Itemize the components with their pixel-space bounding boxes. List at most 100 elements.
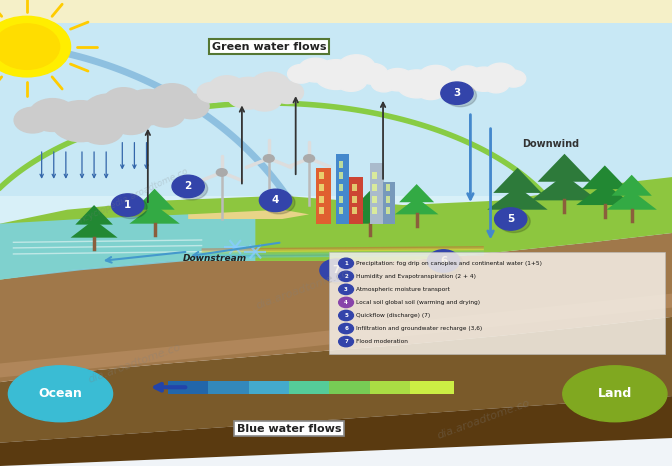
Polygon shape — [0, 214, 255, 280]
Bar — [339, 172, 343, 179]
Text: Ocean: Ocean — [38, 387, 83, 400]
Polygon shape — [202, 249, 484, 253]
Text: 6: 6 — [440, 256, 447, 266]
Bar — [0, 350, 672, 466]
Circle shape — [83, 94, 134, 130]
Circle shape — [251, 72, 290, 100]
Circle shape — [115, 196, 147, 219]
Bar — [168, 381, 212, 394]
Bar — [372, 184, 378, 191]
Circle shape — [172, 175, 204, 198]
Circle shape — [339, 336, 353, 347]
Polygon shape — [351, 191, 388, 211]
Bar — [372, 172, 378, 179]
Circle shape — [441, 82, 473, 104]
Circle shape — [323, 261, 355, 284]
Text: Flood moderation: Flood moderation — [356, 339, 408, 344]
Bar — [383, 182, 395, 224]
Polygon shape — [399, 184, 434, 202]
Text: 5: 5 — [507, 214, 514, 224]
Polygon shape — [71, 220, 118, 238]
Text: 6: 6 — [344, 326, 348, 331]
Polygon shape — [346, 206, 393, 224]
Circle shape — [175, 178, 208, 200]
Circle shape — [466, 67, 501, 91]
Text: 5: 5 — [344, 313, 348, 318]
Text: 3: 3 — [344, 287, 348, 292]
Bar — [339, 196, 343, 203]
Circle shape — [79, 114, 124, 144]
Text: dia.aroadtome.co: dia.aroadtome.co — [87, 342, 182, 385]
Circle shape — [146, 101, 185, 127]
Text: 2: 2 — [344, 274, 348, 279]
Circle shape — [263, 155, 274, 162]
Bar — [339, 184, 343, 191]
Text: 4: 4 — [272, 195, 279, 206]
Bar — [370, 381, 413, 394]
Circle shape — [339, 297, 353, 308]
Circle shape — [453, 66, 481, 85]
Polygon shape — [0, 396, 672, 466]
Circle shape — [29, 99, 76, 131]
Circle shape — [226, 77, 271, 109]
Polygon shape — [0, 294, 672, 377]
Bar — [319, 196, 324, 203]
Circle shape — [339, 284, 353, 295]
Polygon shape — [202, 250, 484, 254]
Circle shape — [103, 88, 144, 116]
Text: dia.aroadtome.co: dia.aroadtome.co — [255, 267, 350, 310]
Circle shape — [320, 259, 352, 281]
Text: Downwind: Downwind — [522, 139, 580, 150]
Polygon shape — [129, 205, 180, 224]
Circle shape — [339, 258, 353, 268]
Circle shape — [498, 210, 530, 233]
Bar — [289, 381, 333, 394]
Circle shape — [110, 106, 152, 135]
Circle shape — [339, 323, 353, 334]
Text: Green water flows: Green water flows — [212, 41, 326, 52]
Text: 4: 4 — [344, 300, 348, 305]
Circle shape — [122, 89, 173, 125]
Bar — [319, 172, 324, 179]
Text: Precipitation: fog drip on canopies and continental water (1+5): Precipitation: fog drip on canopies and … — [356, 261, 542, 266]
Polygon shape — [0, 177, 672, 280]
Text: Local soil global soil (warming and drying): Local soil global soil (warming and dryi… — [356, 300, 480, 305]
Bar — [319, 184, 324, 191]
Bar — [352, 184, 357, 191]
Polygon shape — [202, 254, 484, 258]
Circle shape — [51, 101, 110, 142]
Polygon shape — [606, 191, 657, 210]
Bar — [349, 177, 363, 224]
Text: 2: 2 — [185, 181, 192, 192]
Polygon shape — [531, 175, 598, 200]
Bar — [316, 168, 331, 224]
Text: 3: 3 — [454, 88, 460, 98]
Circle shape — [197, 82, 226, 103]
Ellipse shape — [8, 366, 112, 422]
Bar — [372, 196, 378, 203]
Polygon shape — [612, 175, 652, 196]
Polygon shape — [202, 253, 484, 257]
Circle shape — [444, 84, 476, 107]
Circle shape — [208, 76, 245, 101]
Circle shape — [358, 63, 388, 84]
Circle shape — [427, 250, 460, 272]
Circle shape — [298, 58, 333, 82]
Bar — [329, 252, 665, 354]
Text: dia.aroadtome.co: dia.aroadtome.co — [436, 398, 532, 441]
Bar — [370, 163, 384, 224]
Bar — [352, 196, 357, 203]
Circle shape — [335, 69, 367, 91]
Bar — [372, 207, 378, 214]
Circle shape — [396, 70, 437, 98]
Polygon shape — [493, 168, 542, 193]
Circle shape — [495, 208, 527, 230]
Circle shape — [371, 75, 396, 92]
Text: Quickflow (discharge) (7): Quickflow (discharge) (7) — [356, 313, 430, 318]
Circle shape — [431, 252, 463, 274]
Bar — [0, 23, 672, 210]
Polygon shape — [0, 233, 672, 382]
Polygon shape — [188, 210, 309, 219]
Ellipse shape — [562, 366, 667, 422]
Polygon shape — [134, 189, 175, 210]
